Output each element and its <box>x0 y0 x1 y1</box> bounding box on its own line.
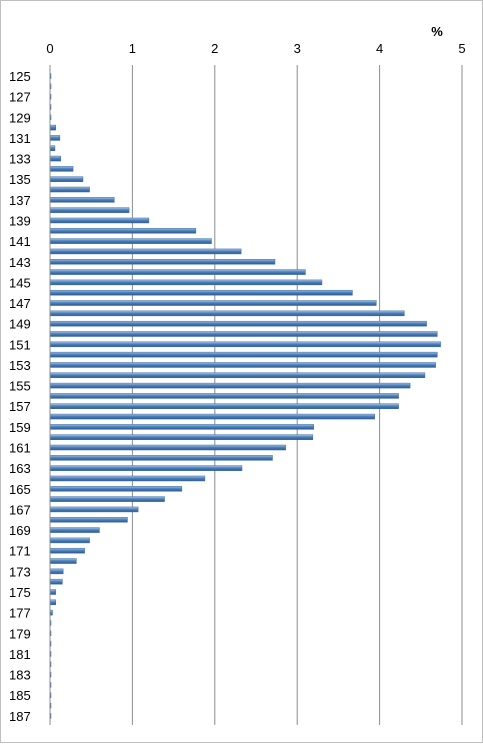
y-tick-label: 153 <box>9 358 31 373</box>
bar-172 <box>49 558 77 564</box>
bar-176 <box>49 599 57 606</box>
bar-147 <box>49 300 377 306</box>
bar-132 <box>49 145 56 151</box>
bar-137 <box>49 197 115 203</box>
bar-143 <box>49 259 276 265</box>
y-tick-label: 185 <box>9 688 31 703</box>
bar-170 <box>49 537 90 544</box>
y-tick-label: 173 <box>9 564 31 579</box>
y-tick-label: 161 <box>9 441 31 456</box>
y-tick-label: 125 <box>9 69 31 84</box>
bar-165 <box>49 486 183 492</box>
bar-163 <box>49 465 243 471</box>
bar-141 <box>49 238 212 244</box>
bar-142 <box>49 248 242 255</box>
y-tick-label: 143 <box>9 255 31 270</box>
bar-167 <box>49 506 139 513</box>
bar-158 <box>49 413 375 420</box>
y-tick-label: 145 <box>9 275 31 290</box>
y-tick-label: 169 <box>9 523 31 538</box>
y-tick-label: 167 <box>9 502 31 517</box>
y-tick-label: 157 <box>9 399 31 414</box>
bar-144 <box>49 269 306 275</box>
x-tick-label: 1 <box>129 41 136 56</box>
bar-134 <box>49 166 74 172</box>
bar-164 <box>49 475 206 482</box>
y-tick-label: 155 <box>9 379 31 394</box>
y-tick-label: 171 <box>9 544 31 559</box>
y-tick-label: 183 <box>9 668 31 683</box>
bar-168 <box>49 517 128 523</box>
y-tick-label: 181 <box>9 647 31 662</box>
bar-133 <box>49 155 61 162</box>
bar-173 <box>49 568 64 575</box>
bar-148 <box>49 310 405 317</box>
bar-146 <box>49 289 353 296</box>
unit-label: % <box>431 24 443 39</box>
bar-140 <box>49 228 197 234</box>
y-tick-label: 141 <box>9 234 31 249</box>
bar-139 <box>49 217 150 224</box>
bar-151 <box>49 341 441 348</box>
x-tick-label: 0 <box>46 41 53 56</box>
bar-169 <box>49 527 100 533</box>
x-tick-label: 3 <box>294 41 301 56</box>
y-tick-label: 179 <box>9 626 31 641</box>
y-tick-label: 133 <box>9 152 31 167</box>
bar-174 <box>49 578 63 585</box>
y-tick-label: 147 <box>9 296 31 311</box>
bar-157 <box>49 403 399 409</box>
bar-159 <box>49 424 314 430</box>
bar-145 <box>49 279 323 286</box>
y-tick-label: 151 <box>9 337 31 352</box>
bar-135 <box>49 176 84 182</box>
y-tick-label: 139 <box>9 213 31 228</box>
bar-171 <box>49 547 85 554</box>
bar-153 <box>49 362 436 368</box>
y-tick-label: 165 <box>9 482 31 497</box>
bar-155 <box>49 382 411 389</box>
bar-162 <box>49 455 273 461</box>
bar-161 <box>49 444 286 451</box>
y-tick-label: 135 <box>9 172 31 187</box>
bar-130 <box>49 124 57 131</box>
bar-154 <box>49 372 426 379</box>
y-tick-label: 129 <box>9 110 31 125</box>
y-tick-label: 159 <box>9 420 31 435</box>
y-tick-label: 137 <box>9 193 31 208</box>
y-tick-label: 131 <box>9 131 31 146</box>
y-tick-label: 127 <box>9 90 31 105</box>
x-tick-label: 4 <box>376 41 383 56</box>
bar-138 <box>49 207 130 213</box>
bar-166 <box>49 496 165 502</box>
bar-160 <box>49 434 314 440</box>
y-tick-label: 175 <box>9 585 31 600</box>
bar-156 <box>49 393 399 399</box>
bar-152 <box>49 351 438 358</box>
x-tick-label: 5 <box>458 41 465 56</box>
bar-136 <box>49 186 90 193</box>
bar-175 <box>49 589 57 595</box>
bar-150 <box>49 331 438 337</box>
y-tick-label: 187 <box>9 709 31 724</box>
y-tick-label: 177 <box>9 606 31 621</box>
y-tick-label: 149 <box>9 317 31 332</box>
x-tick-label: 2 <box>211 41 218 56</box>
bar-131 <box>49 135 61 141</box>
y-tick-label: 163 <box>9 461 31 476</box>
bar-149 <box>49 320 427 327</box>
